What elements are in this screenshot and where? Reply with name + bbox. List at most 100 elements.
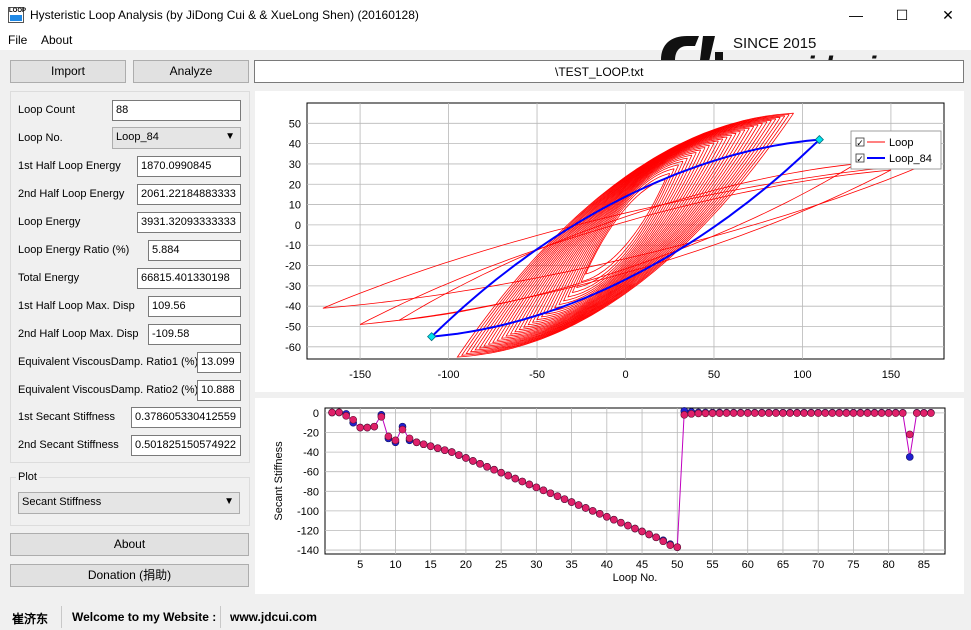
total-energy-field[interactable]: 66815.401330198 xyxy=(137,268,241,289)
damp-ratio1-label: Equivalent ViscousDamp. Ratio1 (%) xyxy=(18,356,199,368)
legend-check-icon: ✓ xyxy=(856,138,864,148)
stiffness-point-b xyxy=(659,537,667,546)
stiffness-point-b xyxy=(483,462,491,471)
damp-ratio1-field[interactable]: 13.099 xyxy=(197,352,241,373)
plot-type-select[interactable]: Secant Stiffness ▼ xyxy=(18,492,240,514)
x-tick-label: 0 xyxy=(622,369,628,381)
first-half-energy-field[interactable]: 1870.0990845 xyxy=(137,156,241,177)
stiffness-point-b xyxy=(539,486,548,495)
x-tick-label: 85 xyxy=(918,559,930,571)
stiffness-point-b xyxy=(927,409,935,417)
analyze-button[interactable]: Analyze xyxy=(133,60,249,83)
x-tick-label: 65 xyxy=(777,559,789,571)
info-panel xyxy=(10,91,250,463)
stiffness-point-b xyxy=(779,409,787,417)
stiffness-point-b xyxy=(905,430,914,439)
loop-line xyxy=(527,138,724,326)
loop-line xyxy=(567,160,684,298)
y-tick-label: -60 xyxy=(285,342,301,354)
stiffness-point-b xyxy=(772,409,780,417)
y-tick-label: -20 xyxy=(285,261,301,273)
stiffness-point-b xyxy=(426,442,435,451)
stiffness-point-b xyxy=(898,409,907,417)
status-site-link[interactable]: www.jdcui.com xyxy=(230,610,317,624)
y-tick-label: 30 xyxy=(289,159,301,171)
x-tick-label: 80 xyxy=(883,559,895,571)
second-secant-stiffness-field[interactable]: 0.501825150574922 xyxy=(131,435,241,456)
first-half-max-disp-field[interactable]: 109.56 xyxy=(148,296,241,317)
menu-about[interactable]: About xyxy=(41,33,73,47)
y-tick-label: -30 xyxy=(285,281,301,293)
second-half-max-disp-label: 2nd Half Loop Max. Disp xyxy=(18,328,139,340)
damp-ratio2-label: Equivalent ViscousDamp. Ratio2 (%) xyxy=(18,384,199,396)
stiffness-point-b xyxy=(455,451,463,459)
stiffness-point-b xyxy=(765,409,773,417)
loop-energy-label: Loop Energy xyxy=(18,216,81,228)
stiffness-point-b xyxy=(913,409,921,417)
y-tick-label: 0 xyxy=(313,408,319,420)
stiffness-point-b xyxy=(384,432,393,441)
first-secant-stiffness-field[interactable]: 0.378605330412559 xyxy=(131,407,241,428)
stiffness-point-b xyxy=(673,543,682,551)
second-half-max-disp-field[interactable]: -109.58 xyxy=(148,324,241,345)
about-button[interactable]: About xyxy=(10,533,249,556)
stiffness-point-b xyxy=(842,409,851,417)
y-tick-label: -120 xyxy=(297,525,319,537)
legend-check-icon: ✓ xyxy=(856,154,864,164)
maximize-button[interactable]: ☐ xyxy=(895,7,909,23)
loop-no-label: Loop No. xyxy=(18,132,63,144)
stiffness-point-b xyxy=(750,409,759,417)
loop-no-selected: Loop_84 xyxy=(116,131,159,143)
loop-energy-ratio-field[interactable]: 5.884 xyxy=(148,240,241,261)
status-bar: 崔济东 Welcome to my Website : www.jdcui.co… xyxy=(0,602,971,630)
stiffness-point-b xyxy=(701,409,710,418)
first-half-energy-label: 1st Half Loop Energy xyxy=(18,160,121,172)
loop-energy-field[interactable]: 3931.32093333333 xyxy=(137,212,241,233)
loop-line xyxy=(509,131,741,335)
y-tick-label: -20 xyxy=(303,427,319,439)
y-tick-label: 0 xyxy=(295,220,301,232)
minimize-button[interactable]: — xyxy=(849,7,863,23)
plot-type-selected: Secant Stiffness xyxy=(22,496,102,508)
import-button[interactable]: Import xyxy=(10,60,126,83)
second-half-energy-field[interactable]: 2061.22184883333 xyxy=(137,184,241,205)
y-tick-label: -100 xyxy=(297,506,319,518)
stiffness-point-b xyxy=(828,409,837,417)
stiffness-point-b xyxy=(870,409,879,417)
stiffness-point-b xyxy=(440,446,449,454)
stiffness-point-b xyxy=(786,409,794,417)
stiffness-point-b xyxy=(807,409,815,417)
loop-no-select[interactable]: Loop_84 ▼ xyxy=(112,127,241,149)
status-author: 崔济东 xyxy=(12,612,49,626)
stiffness-point-b xyxy=(342,412,350,420)
stiffness-point-b xyxy=(469,457,477,465)
stiffness-point-b xyxy=(511,474,520,483)
close-button[interactable]: ✕ xyxy=(942,7,954,23)
file-path-field[interactable]: \TEST_LOOP.txt xyxy=(254,60,964,83)
loop-line xyxy=(359,169,892,325)
damp-ratio2-field[interactable]: 10.888 xyxy=(197,380,241,401)
x-tick-label: 50 xyxy=(671,559,683,571)
stiffness-point-b xyxy=(624,521,632,530)
status-separator xyxy=(220,606,221,628)
y-tick-label: -60 xyxy=(303,467,319,479)
loop-count-field[interactable]: 88 xyxy=(112,100,241,121)
legend-label: Loop xyxy=(889,137,913,149)
peak-marker xyxy=(814,135,824,145)
first-half-max-disp-label: 1st Half Loop Max. Disp xyxy=(18,300,135,312)
stiffness-point-b xyxy=(504,471,512,480)
y-tick-label: 50 xyxy=(289,118,301,130)
stiffness-point-b xyxy=(335,408,343,417)
stiffness-point-b xyxy=(821,409,830,417)
menu-file[interactable]: File xyxy=(8,33,28,47)
y-tick-label: 40 xyxy=(289,139,301,151)
donation-button[interactable]: Donation (捐助) xyxy=(10,564,249,587)
legend-box xyxy=(850,130,942,170)
hysteresis-chart: -150 -100 -50 0 50 100 15050403020100-10-20-30… xyxy=(285,102,945,381)
y-tick-label: -10 xyxy=(285,240,301,252)
x-tick-label: 150 xyxy=(882,369,900,381)
title-bar: LOOP Hysteristic Loop Analysis (by JiDon… xyxy=(0,0,971,30)
stiffness-point-b xyxy=(476,460,484,468)
x-tick-label: 10 xyxy=(389,559,401,571)
stiffness-point-b xyxy=(574,501,583,509)
